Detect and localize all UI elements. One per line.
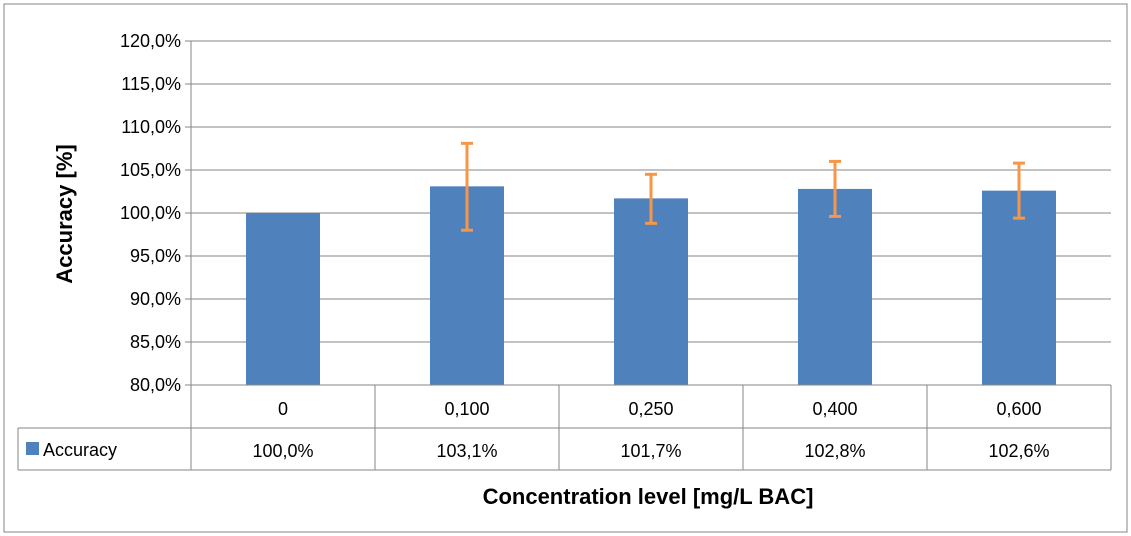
x-tick-label: 0 <box>278 399 288 419</box>
data-label: 100,0% <box>252 441 313 461</box>
error-bar <box>829 159 841 218</box>
x-tick-label: 0,100 <box>444 399 489 419</box>
data-label: 102,6% <box>988 441 1049 461</box>
bar <box>614 198 688 385</box>
y-tick-label: 90,0% <box>130 289 181 309</box>
data-label: 101,7% <box>620 441 681 461</box>
legend-label: Accuracy <box>43 440 117 460</box>
y-tick-label: 120,0% <box>120 31 181 51</box>
bar <box>246 213 320 385</box>
x-axis-title: Concentration level [mg/L BAC] <box>483 484 814 509</box>
error-bar <box>461 141 473 232</box>
y-tick-labels: 80,0% 85,0% 90,0% 95,0% 100,0% 105,0% 110,0% 11… <box>120 31 181 395</box>
error-bar <box>645 172 657 225</box>
y-tick-label: 100,0% <box>120 203 181 223</box>
legend-swatch <box>26 442 39 455</box>
x-tick-label: 0,600 <box>996 399 1041 419</box>
data-label: 103,1% <box>436 441 497 461</box>
y-tick-label: 115,0% <box>121 74 181 94</box>
error-bar <box>1013 161 1025 220</box>
x-tick-label: 0,250 <box>628 399 673 419</box>
data-label: 102,8% <box>804 441 865 461</box>
y-tick-label: 95,0% <box>130 246 181 266</box>
y-tick-label: 85,0% <box>130 332 181 352</box>
x-tick-label: 0,400 <box>812 399 857 419</box>
y-axis-title: Accuracy [%] <box>52 144 77 283</box>
y-tick-label: 110,0% <box>121 117 181 137</box>
bar <box>982 190 1056 385</box>
bar <box>798 188 872 385</box>
y-tick-label: 105,0% <box>120 160 181 180</box>
bars <box>246 186 1056 385</box>
data-table: 0 0,100 0,250 0,400 0,600 100,0% 103,1% 101,7% 1… <box>17 384 1112 471</box>
error-bars <box>461 141 1025 232</box>
y-tick-label: 80,0% <box>130 375 181 395</box>
